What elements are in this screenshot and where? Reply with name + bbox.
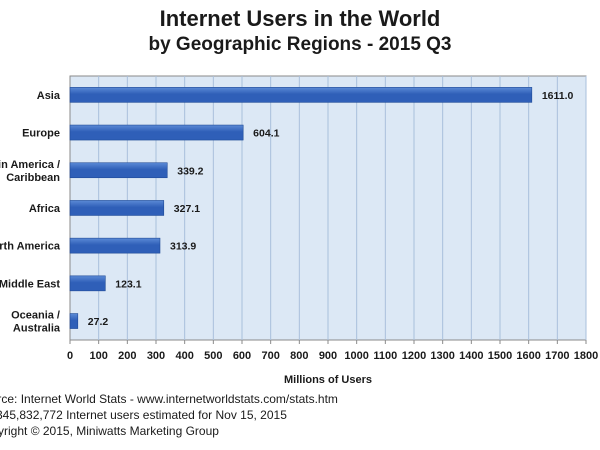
x-tick-label: 300 <box>147 350 165 362</box>
value-label: 1611.0 <box>542 90 574 102</box>
bar-chart: 1611.0 Asia 604.1 Europe 339.2 Latin America … <box>0 75 598 386</box>
x-tick-label: 1800 <box>574 350 598 362</box>
category-label: North America <box>0 241 61 253</box>
category-label: Europe <box>22 128 60 140</box>
value-label: 327.1 <box>174 203 200 215</box>
x-tick-label: 1000 <box>344 350 368 362</box>
x-tick-label: 1700 <box>545 350 569 362</box>
x-tick-label: 1100 <box>373 350 397 362</box>
x-tick-label: 1200 <box>402 350 426 362</box>
value-label: 313.9 <box>170 241 196 253</box>
x-tick-label: 400 <box>175 350 193 362</box>
value-label: 123.1 <box>115 278 141 290</box>
x-tick-label: 500 <box>204 350 222 362</box>
x-tick-label: 200 <box>118 350 136 362</box>
footer-source: Source: Internet World Stats - www.inter… <box>0 392 338 406</box>
x-tick-label: 0 <box>67 350 73 362</box>
value-label: 339.2 <box>177 165 203 177</box>
category-label: Oceania / Australia <box>11 310 61 335</box>
bar-europe <box>69 124 244 141</box>
bar-latin-america-caribbean <box>69 162 168 179</box>
category-label: Africa <box>29 203 61 215</box>
bar-oceania-australia <box>69 313 79 329</box>
bar-middle-east <box>69 275 106 292</box>
category-label: Latin America /Caribbean <box>0 159 60 184</box>
x-axis-title: Millions of Users <box>284 374 372 386</box>
x-tick-label: 900 <box>319 350 337 362</box>
x-tick-label: 100 <box>89 350 107 362</box>
bar-asia <box>69 87 533 103</box>
x-tick-label: 800 <box>290 350 308 362</box>
x-tick-label: 1500 <box>488 350 512 362</box>
chart-subtitle: by Geographic Regions - 2015 Q3 <box>148 34 452 55</box>
bar-north-america <box>69 237 161 254</box>
x-tick-label: 1400 <box>459 350 483 362</box>
footer-copyright: Copyright © 2015, Miniwatts Marketing Gr… <box>0 424 219 438</box>
chart-title: Internet Users in the World <box>159 6 441 31</box>
value-label: 27.2 <box>88 316 109 328</box>
category-label: Middle East <box>0 278 60 290</box>
x-tick-label: 1600 <box>516 350 540 362</box>
footer-users-estimate: 3,345,832,772 Internet users estimated f… <box>0 408 287 422</box>
value-label: 604.1 <box>253 128 279 140</box>
x-tick-label: 700 <box>261 350 279 362</box>
bar-africa <box>69 200 165 216</box>
category-label: Asia <box>37 90 61 102</box>
x-tick-label: 1300 <box>430 350 454 362</box>
x-tick-label: 600 <box>233 350 251 362</box>
